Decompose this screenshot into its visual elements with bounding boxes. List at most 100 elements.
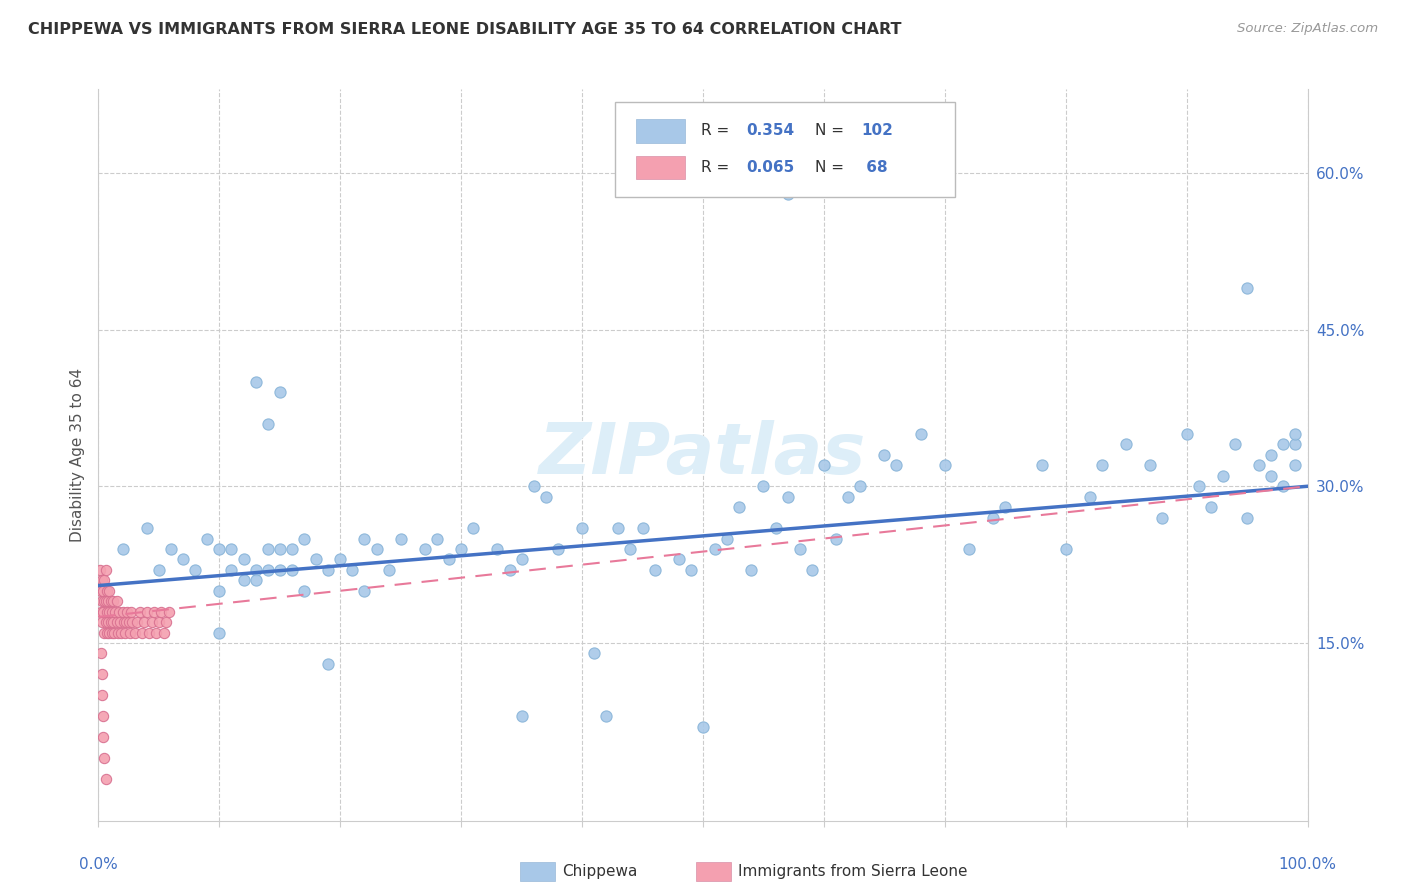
Point (1188, 479, 1211, 493)
Point (91, 615, 114, 629)
Point (157, 605, 180, 619)
Point (94, 615, 117, 629)
Point (93, 751, 115, 765)
Point (89, 563, 111, 577)
Point (329, 552, 352, 566)
Point (437, 552, 460, 566)
Point (413, 541, 436, 556)
Point (934, 458, 956, 473)
Point (619, 541, 641, 556)
Point (245, 574, 267, 588)
Point (135, 605, 157, 619)
Text: R =: R = (700, 160, 734, 175)
Point (498, 563, 520, 577)
Text: Source: ZipAtlas.com: Source: ZipAtlas.com (1237, 22, 1378, 36)
Text: R =: R = (700, 123, 734, 138)
Point (981, 510, 1004, 524)
Point (208, 583, 231, 598)
Point (96, 605, 118, 619)
Point (91, 605, 114, 619)
Point (1223, 437, 1246, 451)
Point (1260, 448, 1282, 462)
Point (269, 563, 291, 577)
Point (292, 583, 315, 598)
Point (97, 594, 120, 608)
Point (105, 594, 128, 608)
Point (100, 625, 122, 640)
Point (1199, 500, 1222, 515)
Point (141, 615, 163, 629)
Point (547, 541, 569, 556)
Point (534, 490, 557, 504)
Point (765, 521, 787, 535)
Point (366, 541, 388, 556)
Point (776, 490, 799, 504)
Bar (637, 156, 685, 179)
Point (114, 625, 136, 640)
Point (152, 625, 174, 640)
Point (90, 605, 112, 619)
Point (256, 563, 278, 577)
Point (108, 605, 131, 619)
Point (716, 532, 738, 546)
Point (184, 563, 207, 577)
Point (108, 615, 131, 629)
Point (117, 605, 139, 619)
Y-axis label: Disability Age 35 to 64: Disability Age 35 to 64 (69, 368, 84, 542)
Point (994, 500, 1017, 515)
Point (98, 605, 121, 619)
Point (94, 594, 117, 608)
Point (145, 625, 167, 640)
Point (316, 563, 339, 577)
Bar (637, 120, 685, 143)
Point (148, 615, 170, 629)
Point (1152, 510, 1174, 524)
Point (118, 615, 141, 629)
Point (342, 563, 364, 577)
Point (100, 615, 122, 629)
Point (91, 667, 114, 681)
Point (668, 552, 690, 566)
Point (1272, 437, 1295, 451)
Point (886, 458, 908, 473)
Point (728, 500, 751, 515)
Point (110, 625, 132, 640)
Point (1031, 458, 1053, 473)
Point (1260, 468, 1282, 483)
Point (1078, 490, 1101, 504)
Point (873, 448, 896, 462)
Point (631, 521, 654, 535)
Point (800, 563, 823, 577)
Text: 68: 68 (862, 160, 889, 175)
Point (107, 625, 129, 640)
Point (118, 625, 141, 640)
Point (353, 532, 375, 546)
Point (90, 583, 112, 598)
Point (93, 594, 115, 608)
Point (1175, 427, 1198, 442)
Point (112, 615, 135, 629)
FancyBboxPatch shape (614, 102, 955, 197)
Point (1284, 437, 1306, 451)
Point (463, 521, 485, 535)
Point (316, 657, 339, 671)
Point (571, 521, 593, 535)
Point (103, 625, 125, 640)
Point (148, 563, 170, 577)
Point (595, 709, 617, 723)
Point (96, 625, 118, 640)
Point (1249, 458, 1271, 473)
Point (292, 532, 315, 546)
Point (115, 615, 138, 629)
Point (208, 625, 231, 640)
Point (389, 532, 412, 546)
Point (837, 490, 859, 504)
Point (111, 605, 134, 619)
Point (138, 625, 160, 640)
Point (97, 615, 120, 629)
Point (353, 583, 375, 598)
Point (426, 532, 449, 546)
Text: CHIPPEWA VS IMMIGRANTS FROM SIERRA LEONE DISABILITY AGE 35 TO 64 CORRELATION CHA: CHIPPEWA VS IMMIGRANTS FROM SIERRA LEONE… (28, 22, 901, 37)
Point (94, 772, 117, 786)
Point (100, 594, 122, 608)
